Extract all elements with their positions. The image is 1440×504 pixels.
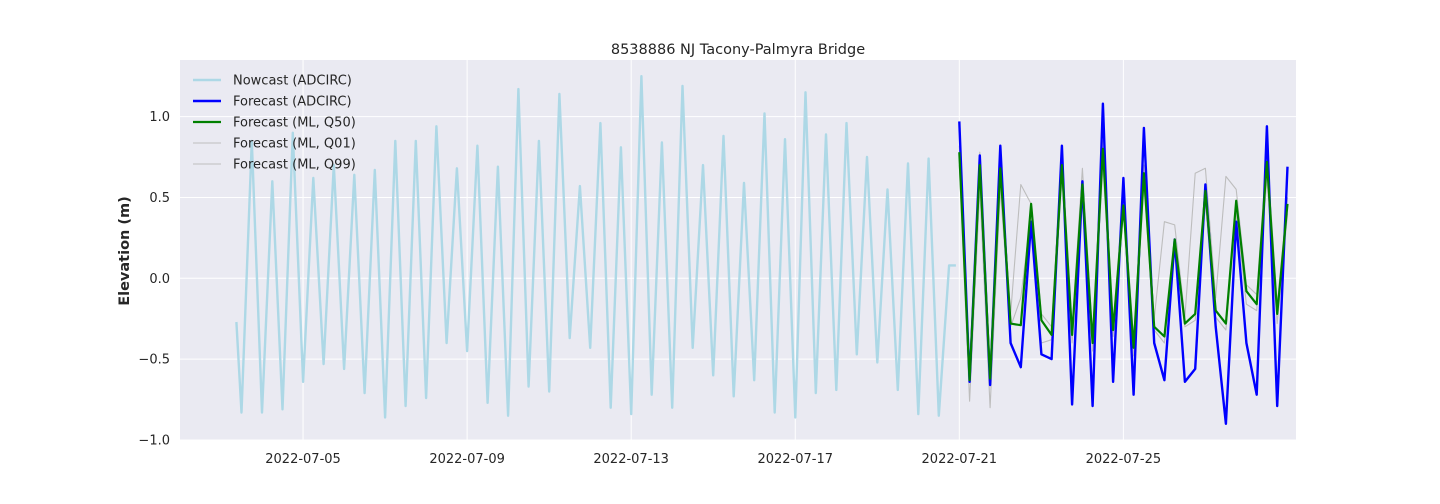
legend-label-forecast-ml-q99: Forecast (ML, Q99) (233, 158, 356, 173)
y-tick-label-4: 1.0 (149, 110, 170, 125)
x-tick-label-2: 2022-07-13 (593, 452, 669, 467)
legend-label-forecast-ml-q50: Forecast (ML, Q50) (233, 116, 356, 131)
y-tick-label-0: −1.0 (138, 434, 170, 449)
x-tick-label-1: 2022-07-09 (429, 452, 505, 467)
legend-label-nowcast-adcirc: Nowcast (ADCIRC) (233, 74, 352, 89)
y-axis-label: Elevation (m) (117, 196, 133, 306)
y-tick-label-3: 0.5 (149, 191, 170, 206)
chart-title: 8538886 NJ Tacony-Palmyra Bridge (611, 42, 865, 58)
y-tick-label-2: 0.0 (149, 272, 170, 287)
legend: Nowcast (ADCIRC) Forecast (ADCIRC) Forecas… (193, 74, 356, 173)
series-layer (235, 74, 1289, 425)
legend-label-forecast-ml-q01: Forecast (ML, Q01) (233, 137, 356, 152)
y-tick-label-1: −0.5 (138, 353, 170, 368)
series-line-nowcast-adcirc (235, 74, 956, 419)
x-tick-label-3: 2022-07-17 (757, 452, 833, 467)
tick-labels: 2022-07-05 2022-07-09 2022-07-13 2022-07-17… (138, 110, 1161, 467)
legend-label-forecast-adcirc: Forecast (ADCIRC) (233, 95, 352, 110)
x-tick-label-4: 2022-07-21 (922, 452, 998, 467)
series-line-forecast-adcirc (958, 102, 1289, 425)
series-line-forecast-ml-q50 (958, 147, 1289, 382)
x-tick-label-5: 2022-07-25 (1086, 452, 1162, 467)
x-tick-label-0: 2022-07-05 (265, 452, 341, 467)
